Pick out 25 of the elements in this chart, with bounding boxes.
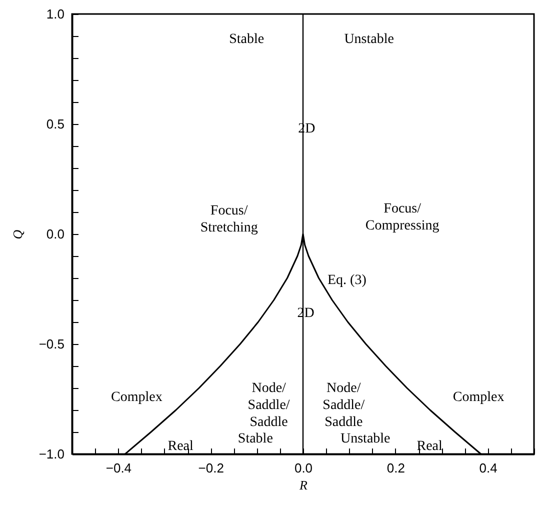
x-tick-label: 0.0 (294, 460, 313, 476)
annotation: Complex (111, 390, 162, 405)
annotation: Node/ Saddle/ Saddle (248, 381, 290, 430)
annotation: Real (168, 439, 194, 454)
annotation: Eq. (3) (327, 273, 367, 288)
annotation: Stable (229, 32, 264, 48)
y-tick-label: −0.5 (38, 336, 64, 352)
y-tick-label: −1.0 (38, 446, 64, 462)
y-tick-label: 0.0 (46, 226, 64, 242)
y-tick-label: 1.0 (46, 6, 64, 22)
x-tick-label: −0.4 (106, 460, 132, 476)
x-tick-label: 0.4 (479, 460, 498, 476)
annotation: Unstable (340, 432, 390, 447)
x-tick-label: −0.2 (198, 460, 224, 476)
x-tick-label: 0.2 (386, 460, 405, 476)
y-axis-title: Q (10, 229, 25, 240)
annotation: Focus/ Stretching (200, 204, 258, 236)
x-axis-title: R (298, 478, 308, 492)
annotation: Complex (452, 390, 504, 405)
annotation: Real (416, 439, 443, 454)
annotation: Unstable (344, 32, 394, 48)
annotation: Stable (238, 432, 273, 447)
y-tick-label: 0.5 (46, 116, 64, 132)
annotation: Node/ Saddle/ Saddle (322, 381, 365, 430)
annotation: Focus/ Compressing (365, 201, 440, 234)
